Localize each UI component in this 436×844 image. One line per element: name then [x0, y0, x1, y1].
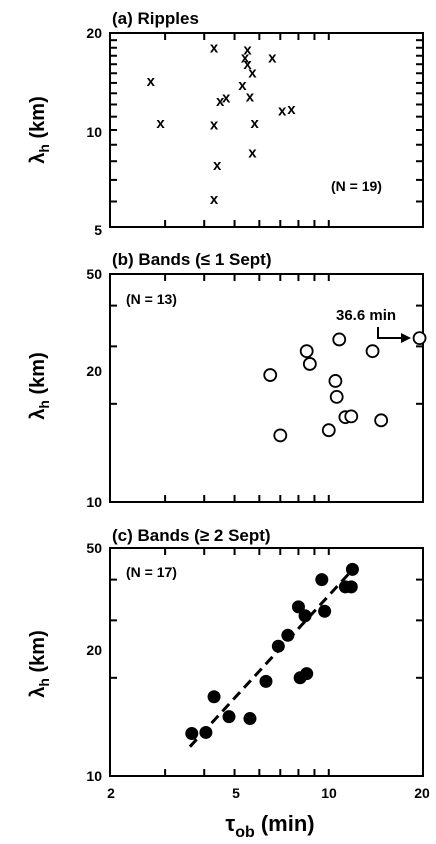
data-point-x: x — [238, 77, 247, 94]
panel-c-ytick-20: 20 — [86, 642, 102, 658]
panel-b-annotation-arrowhead — [401, 333, 411, 343]
data-point-dot — [271, 639, 285, 653]
data-point-dot — [222, 710, 236, 724]
panel-b-ytick-10: 10 — [86, 494, 102, 510]
panel-c-ylabel-units: (km) — [27, 630, 49, 678]
data-point-x: x — [243, 56, 252, 73]
data-point-x: x — [287, 101, 296, 118]
panel-c-title: (c) Bands (≥ 2 Sept) — [112, 526, 271, 545]
panel-c-marks — [185, 562, 359, 740]
panel-b-n-label: (N = 13) — [126, 291, 177, 307]
panel-c-ylabel-sub: h — [36, 678, 52, 687]
panel-c-xtick-2: 2 — [107, 785, 115, 801]
panel-a-ylabel: λh (km) — [27, 96, 52, 163]
data-point-x: x — [210, 191, 219, 208]
panel-b-ticks — [110, 274, 423, 502]
data-point-dot — [243, 712, 257, 726]
data-point-dot — [315, 573, 329, 587]
data-point-x: x — [243, 41, 252, 58]
panel-c-ytick-50: 50 — [86, 540, 102, 556]
panel-a-ytick-20: 20 — [86, 25, 102, 41]
data-point-x: x — [213, 157, 222, 174]
data-point-dot — [298, 609, 312, 623]
panel-b-marks — [263, 331, 427, 443]
panel-b-frame — [109, 273, 424, 503]
data-point-dot — [345, 562, 359, 576]
data-point-x: x — [278, 102, 287, 119]
panel-a-ytick-5: 5 — [94, 222, 102, 238]
data-point-dot — [291, 600, 305, 614]
data-point-circle — [329, 389, 344, 404]
panel-b-annotation: 36.6 min — [336, 307, 396, 324]
panel-a-n-label: (N = 19) — [331, 178, 382, 194]
panel-b: (b) Bands (≤ 1 Sept) (N = 13) 36.6 min 5… — [27, 250, 427, 510]
panel-c-xtick-5: 5 — [232, 785, 240, 801]
panel-a-ytick-10: 10 — [86, 124, 102, 140]
panel-a-ylabel-main: λ — [27, 153, 49, 164]
panel-c-ytick-10: 10 — [86, 768, 102, 784]
panel-a-ylabel-units: (km) — [27, 96, 49, 144]
data-point-circle — [321, 423, 336, 438]
data-point-x: x — [210, 40, 219, 57]
data-point-x: x — [251, 115, 260, 132]
data-point-dot — [300, 667, 314, 681]
panel-c-n-label: (N = 17) — [126, 564, 177, 580]
data-point-circle — [263, 368, 278, 382]
panel-c-xlabel: τob (min) — [225, 811, 314, 841]
data-point-circle — [365, 344, 380, 359]
data-point-x: x — [241, 49, 250, 66]
panel-b-ytick-20: 20 — [86, 363, 102, 379]
data-point-circle — [374, 413, 389, 428]
data-point-dot — [318, 604, 332, 618]
data-point-x: x — [246, 89, 255, 106]
data-point-dot — [259, 674, 273, 688]
panel-b-ylabel-main: λ — [27, 409, 49, 420]
data-point-x: x — [210, 117, 219, 134]
panel-c-ylabel-main: λ — [27, 687, 49, 698]
panel-b-ylabel: λh (km) — [27, 352, 52, 419]
panel-a-ticks — [110, 33, 423, 227]
panel-b-ylabel-sub: h — [36, 400, 52, 409]
data-point-dot — [199, 725, 213, 739]
panel-c-fit — [188, 565, 357, 748]
data-point-x: x — [156, 115, 165, 132]
panel-c-xlabel-units: (min) — [255, 811, 315, 836]
data-point-dot — [344, 580, 358, 594]
data-point-x: x — [268, 49, 277, 66]
panel-c-xtick-10: 10 — [321, 785, 337, 801]
data-point-x: x — [222, 90, 231, 107]
fit-line — [188, 565, 357, 748]
data-point-x: x — [216, 93, 225, 110]
panel-b-ytick-50: 50 — [86, 266, 102, 282]
data-point-dot — [207, 690, 221, 704]
data-point-circle — [344, 409, 359, 424]
panel-a-title: (a) Ripples — [112, 9, 199, 28]
data-point-x: x — [248, 64, 257, 81]
panel-b-ylabel-units: (km) — [27, 352, 49, 400]
panel-a: (a) Ripples (N = 19) 20 10 5 λh (km) xxx… — [27, 9, 424, 238]
panel-c-xlabel-main: τ — [225, 811, 235, 836]
data-point-circle — [412, 331, 427, 346]
panel-b-title: (b) Bands (≤ 1 Sept) — [112, 250, 272, 269]
data-point-x: x — [147, 73, 156, 90]
panel-c: (c) Bands (≥ 2 Sept) (N = 17) 50 20 10 2… — [27, 526, 430, 841]
data-point-circle — [273, 428, 288, 443]
panel-c-xtick-20: 20 — [414, 785, 430, 801]
data-point-x: x — [248, 145, 257, 162]
panel-c-ticks — [110, 548, 423, 776]
data-point-dot — [185, 726, 199, 740]
data-point-dot — [281, 628, 295, 642]
panel-c-ylabel: λh (km) — [27, 630, 52, 697]
data-point-circle — [328, 374, 343, 388]
data-point-circle — [332, 332, 347, 347]
panel-c-frame — [109, 547, 424, 777]
data-point-circle — [302, 357, 317, 371]
panel-a-ylabel-sub: h — [36, 144, 52, 153]
panel-c-xlabel-sub: ob — [235, 824, 255, 841]
data-point-circle — [299, 344, 314, 359]
